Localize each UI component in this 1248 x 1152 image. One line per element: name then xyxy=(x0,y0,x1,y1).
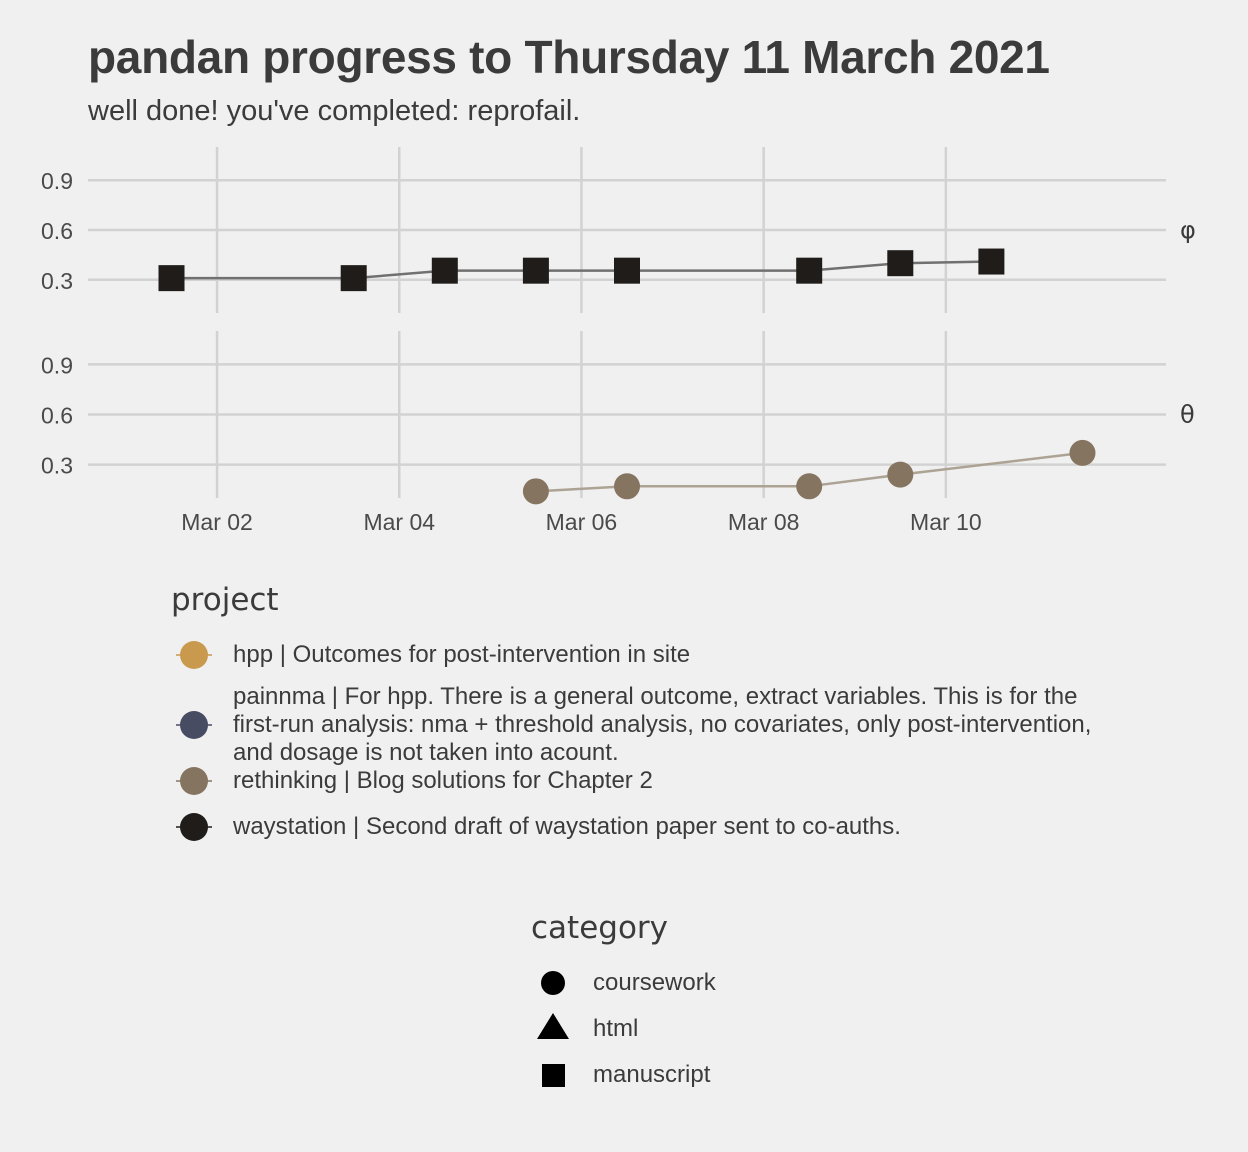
y-tick-label: 0.9 xyxy=(41,168,73,194)
data-point-waystation xyxy=(522,257,549,284)
facet-strip-label: φ xyxy=(1180,216,1196,244)
data-point-rethinking xyxy=(522,478,549,505)
y-tick-label: 0.3 xyxy=(41,453,73,479)
series-line-waystation xyxy=(171,260,992,280)
data-point-rethinking xyxy=(1069,439,1096,466)
legend-label: waystation | Second draft of waystation … xyxy=(233,813,901,840)
y-tick-label: 0.9 xyxy=(41,352,73,378)
data-point-waystation xyxy=(431,257,458,284)
legend-label: html xyxy=(593,1015,639,1042)
triangle-icon xyxy=(533,1009,573,1049)
x-tick-label: Mar 10 xyxy=(910,509,982,535)
legend-label: rethinking | Blog solutions for Chapter … xyxy=(233,767,653,794)
legend-key-swatch xyxy=(172,705,216,745)
data-point-waystation xyxy=(796,257,823,284)
legend-label: coursework xyxy=(593,969,716,996)
data-point-waystation xyxy=(614,257,640,284)
category-legend-entry: manuscript xyxy=(533,1055,710,1095)
category-legend-entry: coursework xyxy=(533,963,716,1003)
data-point-rethinking xyxy=(887,461,914,488)
legend-label: manuscript xyxy=(593,1061,711,1088)
project-legend-entry: waystation | Second draft of waystation … xyxy=(172,807,1103,847)
data-point-waystation xyxy=(978,248,1005,275)
legend-key-swatch xyxy=(172,807,216,847)
chart-title: pandan progress to Thursday 11 March 202… xyxy=(88,31,1050,83)
y-tick-label: 0.6 xyxy=(41,218,73,244)
legend-key-swatch xyxy=(172,761,216,801)
legend-label: painnma | For hpp. There is a general ou… xyxy=(233,683,1092,766)
x-tick-label: Mar 02 xyxy=(181,509,253,535)
facet-strip-label: θ xyxy=(1180,401,1195,429)
data-point-waystation xyxy=(887,250,914,277)
y-tick-label: 0.3 xyxy=(41,268,73,294)
data-point-waystation xyxy=(158,265,185,292)
project-legend-entry: painnma | For hpp. There is a general ou… xyxy=(172,683,1103,767)
y-tick-label: 0.6 xyxy=(41,403,73,429)
project-legend-title: project xyxy=(171,582,279,618)
x-tick-label: Mar 08 xyxy=(728,509,800,535)
square-icon xyxy=(533,1055,573,1095)
chart-subtitle: well done! you've completed: reprofail. xyxy=(88,95,581,127)
x-tick-label: Mar 06 xyxy=(546,509,618,535)
category-legend-entry: html xyxy=(533,1009,638,1049)
circle-icon xyxy=(533,963,573,1003)
project-legend-entry: rethinking | Blog solutions for Chapter … xyxy=(172,761,1103,801)
legend-key-swatch xyxy=(172,635,216,675)
x-tick-label: Mar 04 xyxy=(363,509,435,535)
data-point-rethinking xyxy=(796,473,823,500)
legend-label: hpp | Outcomes for post-intervention in … xyxy=(233,641,691,668)
project-legend-entry: hpp | Outcomes for post-intervention in … xyxy=(172,635,1103,675)
data-point-rethinking xyxy=(614,473,640,500)
data-point-waystation xyxy=(340,265,367,292)
category-legend-title: category xyxy=(531,910,669,946)
progress-chart: 0.3 0.6 0.9 φ 0.3 0.6 0.9 θ Mar 02 Mar 04 Mar 06 Ma… xyxy=(41,147,1196,535)
